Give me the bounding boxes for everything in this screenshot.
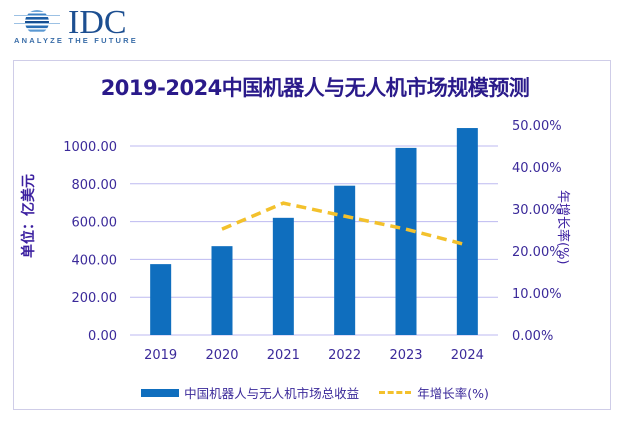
y-axis-label-right: 年增长率(%): [555, 190, 570, 265]
y-tick-label-left: 600.00: [72, 216, 118, 231]
legend: 中国机器人与无人机市场总收益 年增长率(%): [0, 383, 630, 402]
chart-frame: [13, 60, 611, 410]
legend-swatch-line: [379, 391, 412, 394]
x-tick-label: 2021: [267, 348, 300, 363]
bar: [395, 147, 417, 335]
y-axis-label-left: 单位：亿美元: [21, 174, 37, 258]
legend-item-revenue[interactable]: 中国机器人与无人机市场总收益: [141, 383, 359, 402]
y-tick-label-left: 400.00: [72, 253, 118, 268]
x-tick-label: 2023: [389, 348, 422, 363]
globe-icon: [14, 10, 60, 32]
bar: [211, 246, 233, 335]
y-tick-label-right: 10.00%: [512, 287, 562, 302]
y-tick-label-right: 0.00%: [512, 329, 553, 344]
legend-label-growth: 年增长率(%): [417, 386, 489, 401]
idc-logo: IDC ANALYZE THE FUTURE: [12, 6, 142, 46]
bar: [150, 264, 172, 335]
logo-brand: IDC: [68, 4, 127, 41]
bar: [456, 128, 478, 335]
y-tick-label-right: 20.00%: [512, 245, 562, 260]
bar: [334, 185, 356, 335]
logo-tagline: ANALYZE THE FUTURE: [14, 36, 138, 45]
y-tick-label-right: 50.00%: [512, 119, 562, 134]
y-tick-label-left: 0.00: [88, 329, 117, 344]
bar: [272, 217, 294, 335]
x-tick-label: 2019: [144, 348, 177, 363]
y-tick-label-left: 800.00: [72, 178, 118, 193]
x-tick-label: 2020: [205, 348, 238, 363]
y-tick-label-left: 1000.00: [63, 140, 117, 155]
y-tick-label-right: 40.00%: [512, 161, 562, 176]
y-tick-label-right: 30.00%: [512, 203, 562, 218]
legend-item-growth[interactable]: 年增长率(%): [379, 383, 489, 402]
y-tick-label-left: 200.00: [72, 291, 118, 306]
legend-label-revenue: 中国机器人与无人机市场总收益: [184, 386, 360, 401]
x-tick-label: 2024: [451, 348, 484, 363]
legend-swatch-bar: [141, 388, 180, 397]
x-tick-label: 2022: [328, 348, 361, 363]
chart-title: 2019-2024中国机器人与无人机市场规模预测: [100, 76, 530, 100]
